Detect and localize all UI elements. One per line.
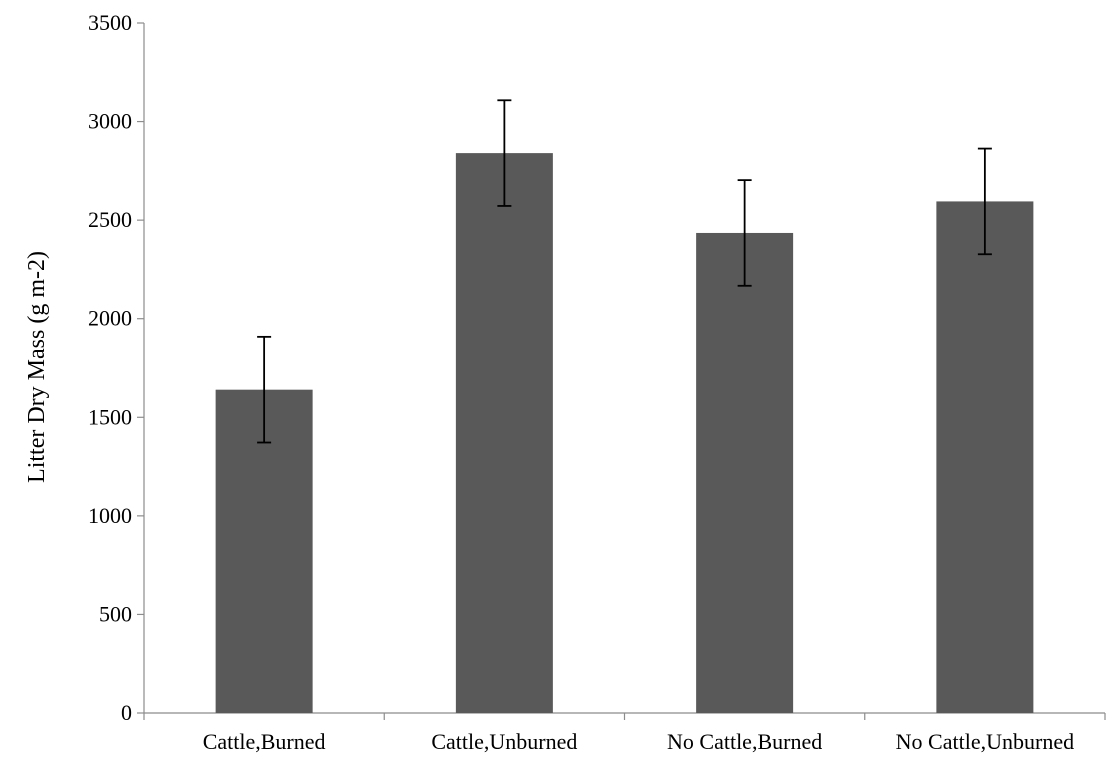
x-tick-label: No Cattle,Unburned	[896, 729, 1074, 754]
bar	[936, 201, 1034, 713]
bar	[455, 153, 553, 714]
y-tick-label: 0	[121, 700, 132, 725]
y-tick-label: 500	[99, 601, 132, 626]
y-tick-label: 2500	[88, 207, 132, 232]
x-tick-label: Cattle,Unburned	[431, 729, 577, 754]
x-tick-label: No Cattle,Burned	[667, 729, 822, 754]
bar	[696, 232, 794, 713]
y-tick-label: 1000	[88, 503, 132, 528]
x-tick-label: Cattle,Burned	[203, 729, 326, 754]
y-tick-label: 2000	[88, 306, 132, 331]
y-tick-label: 3000	[88, 109, 132, 134]
y-axis-title: Litter Dry Mass (g m-2)	[24, 251, 50, 483]
y-tick-label: 3500	[88, 10, 132, 35]
y-tick-label: 1500	[88, 404, 132, 429]
plot-area: 0 500 1000 1500 2000 2500 3000 3500 Cattle,Burne…	[88, 10, 1106, 754]
bar	[215, 389, 313, 713]
